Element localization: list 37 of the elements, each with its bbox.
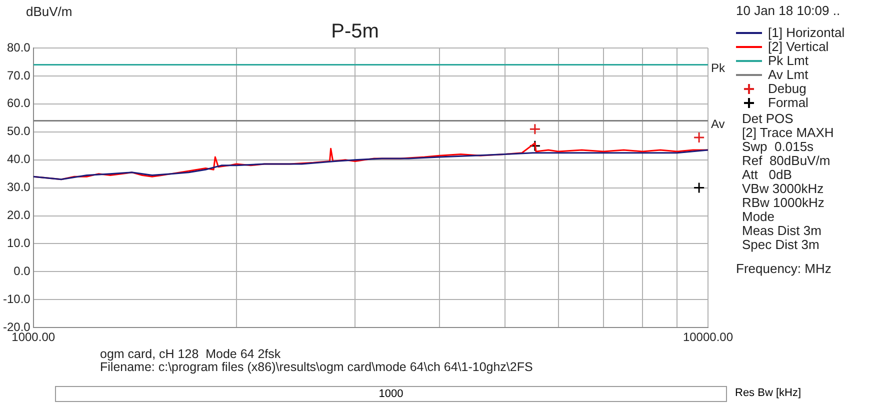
legend-label: Formal	[768, 95, 808, 110]
x-axis-title: Frequency: MHz	[736, 261, 832, 276]
y-tick-label: -10.0	[2, 292, 31, 306]
text: Filename: c:\program files (x86)\results\ogm card\mode 64\ch 64\1-10ghz\2FS	[100, 360, 533, 374]
y-tick-label: 70.0	[6, 68, 31, 82]
text: RBw 1000kHz	[742, 195, 826, 210]
text: [2] Trace MAXH	[742, 125, 835, 140]
text: Mode	[742, 209, 776, 224]
y-tick-label: 50.0	[6, 124, 31, 138]
text: Ref 80dBuV/m	[742, 153, 832, 168]
y-tick-label: 60.0	[6, 96, 31, 110]
y-tick-label: 80.0	[6, 40, 31, 54]
y-axis-title: dBuV/m	[26, 4, 72, 19]
legend-label: Av Lmt	[768, 67, 808, 82]
text: Res Bw [kHz]	[735, 387, 802, 399]
text: Spec Dist 3m	[742, 237, 820, 252]
y-tick-label: 30.0	[6, 180, 31, 194]
legend-label: [1] Horizontal	[768, 25, 845, 40]
legend-label: Pk Lmt	[768, 53, 808, 68]
y-tick-label: 40.0	[6, 152, 31, 166]
text: VBw 3000kHz	[742, 181, 825, 196]
y-tick-label: 0.0	[14, 264, 31, 278]
y-tick-label: 20.0	[6, 208, 31, 222]
legend-label: Debug	[768, 81, 806, 96]
text: Swp 0.015s	[742, 139, 815, 154]
text: Det POS	[742, 111, 794, 126]
annotation: Av	[710, 117, 725, 132]
annotation: Pk	[710, 61, 726, 76]
text: Meas Dist 3m	[742, 223, 822, 238]
text: 1000	[55, 386, 727, 402]
chart-title: P-5m	[331, 20, 379, 43]
x-tick-label: 10000.00	[682, 330, 734, 344]
text: Att 0dB	[742, 167, 793, 182]
y-tick-label: 10.0	[6, 236, 31, 250]
legend-label: [2] Vertical	[768, 39, 829, 54]
text: ogm card, cH 128 Mode 64 2fsk	[100, 347, 282, 361]
text: 10 Jan 18 10:09 ..	[736, 3, 842, 18]
